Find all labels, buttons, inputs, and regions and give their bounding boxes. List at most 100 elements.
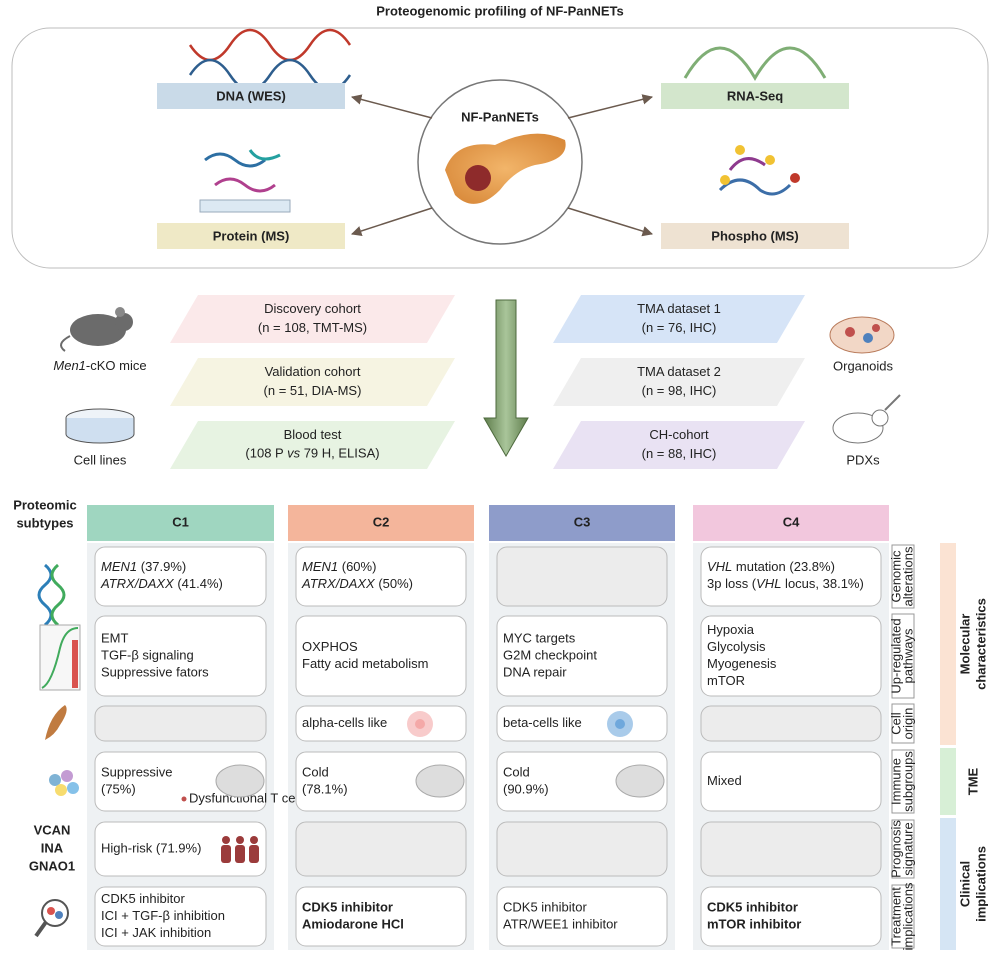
data-type-label: Protein (MS)	[213, 228, 290, 243]
cell-text: Hypoxia	[707, 622, 755, 637]
data-type-label: RNA-Seq	[727, 88, 783, 103]
center-label: NF-PanNETs	[461, 109, 539, 124]
cell-text: MEN1 (60%)	[302, 559, 376, 574]
cell-text: mTOR	[707, 673, 745, 688]
cell	[496, 886, 668, 947]
italic-segment: VHL	[756, 576, 781, 591]
person-icon	[249, 845, 259, 863]
data-type-box	[157, 223, 345, 249]
cohort-text: (n = 76, IHC)	[642, 320, 717, 335]
cell-text: CDK5 inhibitor	[707, 899, 798, 914]
group-bar	[940, 748, 956, 815]
italic-segment: vs	[287, 446, 301, 461]
cell	[94, 751, 267, 812]
cohort-box	[170, 295, 455, 343]
row-label-text: origin	[900, 708, 915, 740]
cell	[295, 615, 467, 697]
cell-text: Glycolysis	[707, 639, 766, 654]
cell	[496, 751, 668, 812]
cell-text: MEN1 (37.9%)	[101, 559, 186, 574]
column-background	[489, 543, 675, 950]
data-type-box	[661, 223, 849, 249]
cohort-box	[170, 421, 455, 469]
row-label-text: Immune	[888, 758, 903, 805]
group-label: Molecular characteristics	[957, 598, 988, 690]
cell-text: ICI + JAK inhibition	[101, 925, 211, 940]
text-segment: (108 P	[245, 446, 287, 461]
cell-text: 3p loss (VHL locus, 38.1%)	[707, 576, 864, 591]
model-label: Organoids	[833, 358, 893, 373]
row-label-box	[891, 703, 915, 744]
italic-segment: ATRX/DAXX	[100, 576, 175, 591]
column-background	[693, 543, 889, 950]
cell	[295, 546, 467, 607]
group-label-text: Molecular	[957, 614, 972, 675]
cluster-icon	[415, 764, 465, 798]
column-header	[693, 505, 889, 541]
person-icon	[221, 845, 231, 863]
empty-cell	[94, 705, 267, 742]
row-label-text: signature	[900, 822, 915, 875]
note-dot	[181, 796, 187, 802]
text-segment: 79 H, ELISA)	[300, 446, 379, 461]
cell-text: TGF-β signaling	[101, 647, 194, 662]
row-label-box	[891, 749, 915, 814]
cell-icon	[415, 719, 425, 729]
column-background	[288, 543, 474, 950]
cell-text: CDK5 inhibitor	[302, 899, 393, 914]
cluster-icon	[615, 764, 665, 798]
cohort-box	[170, 358, 455, 406]
figure-title: Proteogenomic profiling of NF-PanNETs	[376, 3, 623, 18]
model-label: Men1-cKO mice	[53, 358, 146, 373]
column-label: C2	[373, 514, 390, 529]
cell	[700, 546, 882, 607]
cell-text: CDK5 inhibitor	[503, 899, 587, 914]
row-label-text: implications	[900, 882, 915, 950]
cell-text: ICI + TGF-β inhibition	[101, 908, 225, 923]
empty-cell	[700, 821, 882, 877]
table-heading: Proteomic	[13, 497, 77, 512]
cohort-text: (n = 88, IHC)	[642, 446, 717, 461]
cohort-text: Discovery cohort	[264, 301, 361, 316]
table-heading: subtypes	[16, 515, 73, 530]
data-type-box	[661, 83, 849, 109]
group-bar	[940, 818, 956, 950]
cohort-box	[553, 421, 805, 469]
row-label-text: Cell	[888, 712, 903, 735]
cell-text: Suppressive fators	[101, 664, 209, 679]
text-segment: (37.9%)	[137, 559, 186, 574]
person-icon	[250, 836, 258, 844]
cell-text: OXPHOS	[302, 639, 358, 654]
group-label-text: Clinical	[957, 861, 972, 907]
text-segment: locus, 38.1%)	[781, 576, 863, 591]
text-segment: mutation (23.8%)	[732, 559, 835, 574]
cell-text: alpha-cells like	[302, 715, 387, 730]
cell	[295, 751, 467, 812]
empty-cell	[496, 546, 668, 607]
cell-note: Dysfunctional T cell	[189, 790, 301, 805]
group-bar	[940, 543, 956, 745]
group-label-text: characteristics	[973, 598, 988, 690]
cell-text: Fatty acid metabolism	[302, 656, 428, 671]
text-segment: (60%)	[338, 559, 376, 574]
model-label: Cell lines	[74, 452, 127, 467]
row-label-text: Genomic	[888, 550, 903, 603]
column-label: C3	[574, 514, 591, 529]
group-label-text: implications	[973, 846, 988, 922]
cohort-text: (108 P vs 79 H, ELISA)	[245, 446, 379, 461]
cell-text: CDK5 inhibitor	[101, 891, 185, 906]
row-label-box	[891, 819, 915, 879]
model-label: PDXs	[846, 452, 880, 467]
cell	[700, 615, 882, 697]
cluster-icon	[215, 764, 265, 798]
person-icon	[222, 836, 230, 844]
cell	[94, 615, 267, 697]
text-segment: -cKO mice	[86, 358, 147, 373]
data-type-box	[157, 83, 345, 109]
empty-cell	[295, 821, 467, 877]
